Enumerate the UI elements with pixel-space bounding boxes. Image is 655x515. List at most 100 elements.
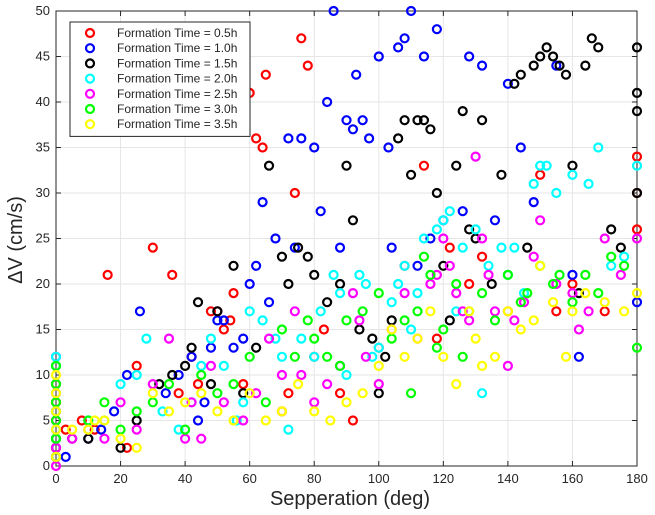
x-tick-label: 20 (113, 471, 127, 486)
data-point (567, 288, 578, 299)
data-point (205, 342, 217, 353)
data-point (405, 388, 417, 399)
data-point (199, 397, 210, 408)
data-point (431, 24, 442, 35)
y-tick-label: 25 (36, 231, 50, 246)
data-point (476, 288, 488, 299)
data-point (60, 451, 71, 462)
data-point (363, 133, 375, 144)
data-point (631, 87, 643, 99)
data-point (50, 388, 62, 399)
data-point (547, 278, 559, 290)
data-point (121, 369, 133, 381)
x-tick-label: 80 (307, 471, 321, 486)
data-point (283, 424, 294, 435)
data-point (515, 324, 526, 335)
data-point (457, 206, 468, 217)
data-point (631, 160, 643, 171)
data-point (444, 206, 455, 217)
data-point (528, 60, 539, 71)
data-point (147, 388, 158, 399)
data-point (567, 306, 578, 317)
data-point (251, 388, 262, 399)
data-point (309, 142, 320, 153)
data-point (418, 233, 430, 244)
data-point (283, 278, 294, 290)
data-point (186, 397, 197, 408)
data-point (418, 160, 430, 171)
data-point (121, 442, 133, 453)
data-point (96, 424, 107, 435)
data-point (309, 269, 320, 280)
data-point (180, 360, 191, 371)
data-point (457, 306, 468, 317)
data-point (50, 369, 62, 381)
data-point (347, 215, 359, 226)
data-point (167, 369, 178, 381)
y-tick-label: 20 (36, 276, 50, 291)
data-point (593, 288, 604, 299)
data-point (444, 242, 455, 253)
data-point (528, 178, 539, 189)
data-point (225, 315, 236, 326)
y-tick-labels: 0 5 10 15 20 25 30 35 40 45 50 (36, 3, 50, 473)
data-point (180, 397, 191, 408)
data-point (418, 115, 430, 126)
data-point (551, 60, 562, 71)
series-6 (50, 251, 643, 462)
data-point (431, 333, 442, 344)
y-tick-label: 5 (43, 413, 50, 428)
data-point (315, 306, 326, 317)
data-point (425, 306, 436, 317)
data-point (154, 379, 165, 390)
data-point (476, 388, 488, 399)
data-point (470, 224, 481, 235)
data-point (360, 351, 371, 362)
data-point (296, 369, 307, 381)
series-7 (50, 260, 643, 462)
data-point (218, 315, 229, 326)
data-point (438, 215, 449, 226)
data-point (580, 288, 591, 299)
data-point (476, 251, 488, 262)
data-point (289, 351, 300, 362)
data-point (89, 415, 100, 426)
data-point (257, 315, 268, 326)
data-point (405, 324, 417, 335)
legend-label: Formation Time = 3.5h (117, 117, 237, 131)
data-point (547, 51, 559, 62)
data-point (244, 351, 255, 362)
data-point (518, 288, 530, 299)
data-point (192, 379, 204, 390)
data-point (334, 360, 346, 371)
data-point (196, 433, 207, 444)
data-point (231, 415, 242, 426)
data-point (163, 406, 175, 417)
data-point (464, 224, 475, 235)
data-point (425, 233, 436, 244)
data-point (302, 251, 313, 262)
data-point (147, 242, 158, 253)
data-point (486, 278, 497, 290)
data-point (515, 297, 526, 308)
data-point (399, 351, 410, 362)
data-point (373, 288, 384, 299)
x-tick-label: 40 (178, 471, 192, 486)
data-point (373, 388, 384, 399)
data-point (157, 406, 168, 417)
data-point (399, 33, 410, 44)
x-tick-label: 100 (368, 471, 390, 486)
data-point (292, 379, 304, 390)
y-tick-label: 35 (36, 140, 50, 155)
legend-item: Formation Time = 1.0h (84, 41, 237, 55)
data-point (451, 160, 462, 171)
data-point (102, 269, 113, 280)
data-point (405, 169, 417, 180)
data-point (322, 96, 333, 108)
data-point (522, 242, 533, 253)
data-point (76, 415, 87, 426)
data-point (328, 269, 339, 280)
data-point (464, 278, 475, 290)
data-point (347, 288, 359, 299)
